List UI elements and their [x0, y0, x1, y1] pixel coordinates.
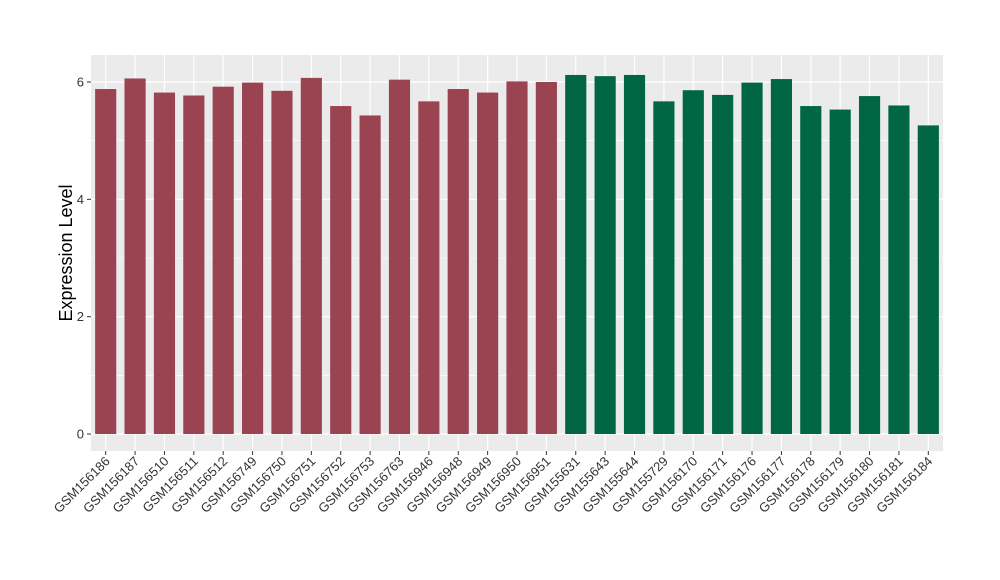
- bar-GSM156176: [741, 83, 762, 434]
- bar-GSM156178: [800, 106, 821, 434]
- bar-GSM156950: [506, 81, 527, 434]
- bars-group: [95, 75, 939, 434]
- bar-GSM156946: [418, 101, 439, 434]
- bar-GSM156750: [271, 91, 292, 434]
- bar-GSM156752: [330, 106, 351, 434]
- bar-GSM156949: [477, 93, 498, 434]
- bar-GSM155729: [653, 101, 674, 434]
- bar-GSM156184: [918, 125, 939, 434]
- bar-GSM155644: [624, 75, 645, 434]
- y-tick-label: 0: [77, 427, 84, 442]
- y-axis-label: Expression Level: [56, 184, 76, 321]
- bar-GSM156511: [183, 95, 204, 434]
- y-tick-label: 2: [77, 309, 84, 324]
- x-axis: GSM156186GSM156187GSM156510GSM156511GSM1…: [51, 451, 936, 516]
- bar-GSM156177: [771, 79, 792, 434]
- bar-GSM155643: [595, 76, 616, 434]
- bar-GSM156951: [536, 82, 557, 434]
- bar-GSM156749: [242, 83, 263, 434]
- bar-GSM156753: [360, 115, 381, 434]
- bar-GSM156180: [859, 96, 880, 434]
- bar-GSM156512: [213, 87, 234, 434]
- bar-GSM156170: [683, 90, 704, 434]
- bar-GSM156181: [888, 105, 909, 434]
- bar-GSM156948: [448, 89, 469, 434]
- y-tick-label: 6: [77, 75, 84, 90]
- y-axis: 0 2 4 6: [77, 75, 91, 442]
- bar-GSM156763: [389, 80, 410, 434]
- bar-GSM156186: [95, 89, 116, 434]
- bar-GSM156751: [301, 78, 322, 434]
- bar-GSM156171: [712, 95, 733, 434]
- bar-GSM156510: [154, 93, 175, 434]
- bar-GSM156179: [830, 110, 851, 434]
- bar-GSM156187: [124, 78, 145, 434]
- bar-GSM155631: [565, 75, 586, 434]
- y-tick-label: 4: [77, 192, 84, 207]
